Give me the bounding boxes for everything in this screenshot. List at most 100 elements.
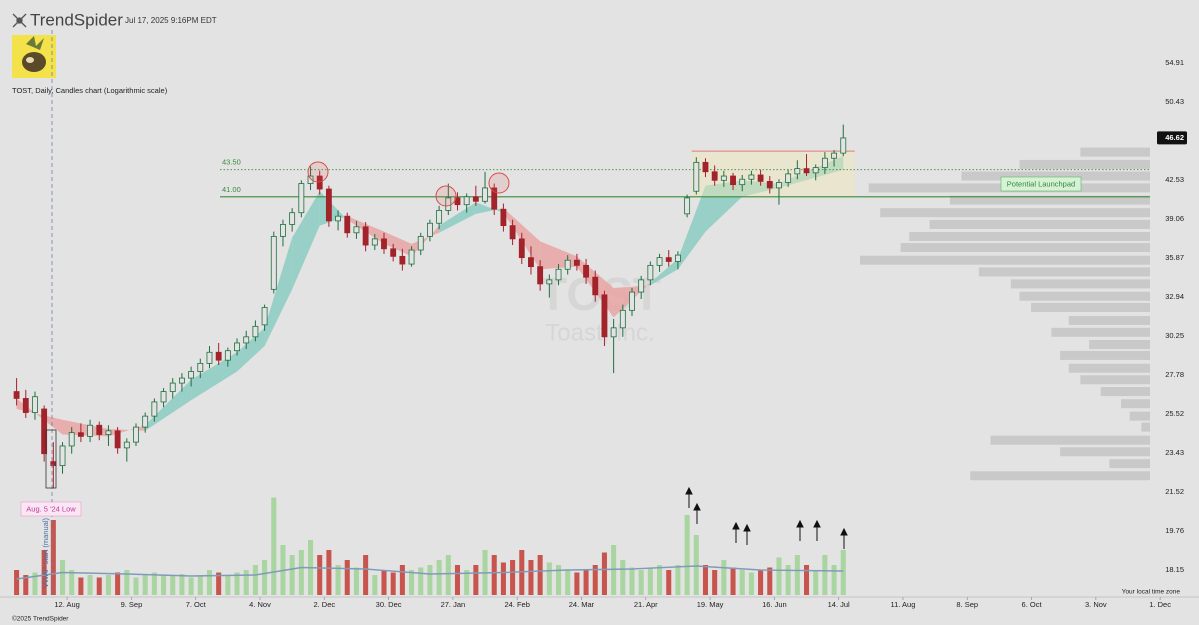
watermark-name: Toast, Inc.: [545, 319, 654, 346]
x-tick-label: 27. Jan: [441, 600, 466, 609]
ribbon-segment: [650, 258, 678, 286]
candle-body: [362, 226, 369, 246]
candle-body: [748, 174, 755, 180]
x-tick-label: 24. Mar: [569, 600, 595, 609]
last-price-label: 46.62: [1165, 133, 1184, 142]
vwap-label: VWAP start (manual): [41, 517, 50, 588]
candle-body: [289, 212, 296, 225]
candle-body: [785, 173, 792, 183]
profile-bar: [1010, 279, 1150, 289]
volume-bar: [335, 565, 341, 595]
candle-body: [169, 382, 176, 392]
profile-bar: [978, 267, 1150, 277]
candle-body: [243, 336, 250, 344]
volume-bar: [262, 560, 268, 595]
y-tick-label: 21.52: [1165, 487, 1184, 496]
volume-bar: [188, 577, 194, 595]
volume-bar: [206, 570, 213, 595]
candle-body: [592, 276, 599, 296]
profile-bar: [961, 171, 1150, 181]
chart-subtitle: TOST, Daily, Candles chart (Logarithmic …: [12, 86, 168, 95]
candle-body: [720, 175, 727, 181]
volume-bar: [574, 572, 580, 595]
volume-arrows: [685, 486, 848, 549]
volume-bar: [344, 560, 350, 595]
candle-body: [684, 197, 691, 215]
y-tick-label: 54.91: [1165, 58, 1184, 67]
candle-body: [206, 351, 213, 364]
x-tick-label: 19. May: [697, 600, 724, 609]
volume-bar: [840, 550, 846, 595]
candle-body: [757, 174, 764, 182]
volume-bar: [666, 570, 672, 595]
volume-bar: [684, 515, 690, 595]
volume-bar: [445, 555, 451, 595]
candle-body: [693, 161, 700, 192]
x-tick-label: 16. Jun: [762, 600, 787, 609]
candle-body: [583, 264, 590, 278]
profile-bar: [1100, 387, 1150, 397]
volume-bar: [23, 575, 29, 595]
volume-bar: [96, 577, 102, 595]
candle-body: [518, 238, 525, 259]
candle-body: [491, 187, 498, 210]
volume-bar: [32, 572, 38, 595]
profile-bar: [949, 195, 1150, 205]
candle-body: [215, 351, 222, 361]
volume-bar: [87, 575, 93, 595]
volume-bar: [271, 497, 277, 595]
candle-body: [528, 257, 534, 268]
volume-bar: [519, 550, 525, 595]
volume-bar: [78, 577, 84, 595]
candle-body: [776, 182, 782, 189]
profile-bar: [1031, 302, 1150, 312]
candle-body: [105, 430, 112, 435]
y-tick-label: 23.43: [1165, 448, 1184, 457]
volume-bar: [702, 565, 709, 595]
candle-body: [647, 264, 654, 281]
volume-bar: [767, 567, 773, 595]
volume-bar: [473, 565, 479, 595]
candle-body: [32, 396, 38, 413]
profile-bar: [900, 243, 1150, 253]
candle-body: [307, 175, 314, 184]
candle-body: [610, 327, 617, 338]
volume-bar: [794, 555, 800, 595]
candle-body: [22, 398, 29, 413]
y-tick-label: 25.52: [1165, 409, 1184, 418]
volume-bar: [693, 535, 699, 595]
candle-body: [371, 238, 378, 246]
candle-body: [482, 187, 488, 202]
candle-body: [335, 215, 342, 222]
launchpad-box: [1000, 176, 1082, 192]
candle-body: [766, 181, 773, 189]
profile-bar: [860, 255, 1150, 265]
x-tick-label: 14. Jul: [828, 600, 850, 609]
candle-body: [325, 188, 332, 222]
candle-body: [619, 309, 626, 329]
ribbon-segment: [145, 379, 192, 431]
x-tick-label: 6. Oct: [1022, 600, 1043, 609]
volume-bar: [583, 570, 589, 595]
candle-body: [399, 255, 406, 265]
candle-body: [316, 175, 323, 190]
volume-average-line: [16, 565, 844, 580]
x-tick-label: 3. Nov: [1085, 600, 1107, 609]
volume-bar: [151, 572, 157, 595]
candle-body: [133, 426, 139, 443]
volume-bar: [372, 575, 378, 595]
x-tick-label: 11. Aug: [891, 600, 916, 609]
candle-body: [417, 236, 424, 251]
candle-body: [188, 371, 195, 379]
candle-body: [178, 377, 185, 384]
candle-body: [87, 424, 94, 437]
volume-bar: [565, 570, 571, 595]
x-tick-label: 9. Sep: [121, 600, 143, 609]
volume-bar: [41, 550, 47, 595]
candle-body: [344, 215, 351, 234]
volume-bar: [142, 575, 148, 595]
candle-body: [730, 175, 736, 186]
volume-bar: [243, 570, 249, 595]
volume-bar: [831, 565, 837, 595]
